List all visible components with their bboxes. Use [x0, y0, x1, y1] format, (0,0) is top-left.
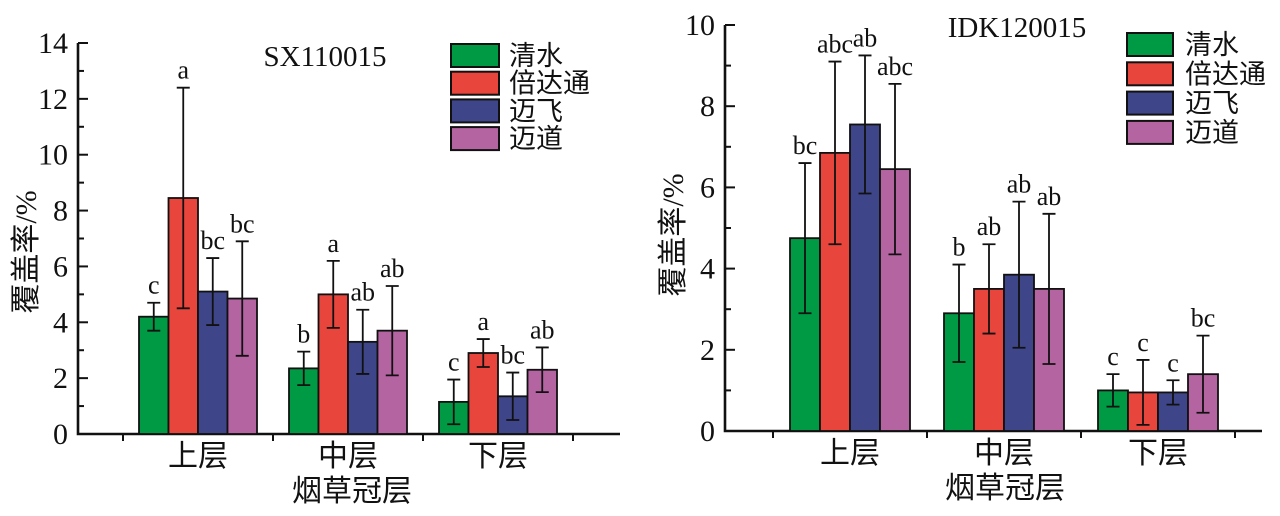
legend-label: 迈飞	[1185, 89, 1239, 119]
legend-label: 迈飞	[509, 96, 563, 126]
sig-letter: ab	[380, 254, 405, 283]
category-label: 上层	[820, 437, 880, 470]
sig-letter: a	[327, 229, 339, 258]
sig-letter: b	[297, 320, 310, 349]
error-bar	[888, 82, 902, 256]
error-bar	[176, 86, 190, 310]
sig-letter: bc	[1191, 304, 1216, 333]
error-bar	[1136, 359, 1150, 426]
axis-title-y: 覆盖率/%	[657, 173, 690, 296]
error-bar	[235, 240, 249, 357]
y-tick-label: 10	[38, 139, 68, 172]
category-label: 中层	[974, 437, 1034, 470]
sig-letter: bc	[230, 209, 255, 238]
legend-label: 迈道	[509, 124, 563, 154]
y-tick-label: 4	[53, 306, 68, 339]
sig-letter: abc	[817, 30, 853, 59]
legend-swatch	[450, 70, 500, 96]
sig-letter: c	[448, 348, 460, 377]
category-label: 下层	[1128, 437, 1188, 470]
axes-frame	[723, 25, 1262, 433]
error-bar	[828, 60, 842, 246]
error-bar	[206, 257, 220, 326]
y-tick-label: 6	[700, 171, 715, 204]
y-tick-label: 0	[700, 415, 715, 448]
legend-swatch	[1126, 61, 1174, 87]
sig-letter: bc	[200, 226, 225, 255]
legend-swatch	[1126, 32, 1174, 57]
sig-letter: a	[477, 307, 489, 336]
error-bar	[535, 346, 549, 394]
category-label: 下层	[468, 440, 528, 473]
y-tick-label: 0	[53, 418, 68, 451]
error-bar	[1196, 334, 1210, 414]
error-bar	[297, 350, 311, 387]
axis-title-y: 覆盖率/%	[10, 190, 43, 313]
category-label: 中层	[318, 440, 378, 473]
error-bar	[1166, 379, 1180, 406]
legend-label: 迈道	[1185, 118, 1239, 148]
legend-swatch	[1126, 90, 1174, 116]
legend-swatch	[1126, 119, 1174, 145]
bar	[138, 315, 170, 435]
chart-title: SX110015	[264, 41, 387, 73]
legend-label: 倍达通	[1185, 59, 1266, 89]
error-bar	[147, 301, 161, 332]
sig-letter: ab	[1007, 170, 1032, 199]
error-bar	[476, 338, 490, 368]
error-bar	[798, 162, 812, 315]
sig-letter: bc	[500, 341, 525, 370]
y-tick-label: 2	[53, 362, 68, 395]
legend-swatch	[450, 43, 500, 68]
sig-letter: a	[177, 56, 189, 85]
y-tick-label: 6	[53, 250, 68, 283]
legend-swatch	[450, 98, 500, 124]
error-bar	[952, 263, 966, 363]
y-tick-label: 14	[38, 27, 68, 60]
axis-title-x: 烟草冠层	[292, 475, 412, 508]
sig-letter: ab	[853, 23, 878, 52]
sig-letter: b	[953, 233, 966, 262]
legend-swatch	[450, 126, 500, 152]
error-bar	[385, 285, 399, 377]
y-tick-label: 2	[700, 334, 715, 367]
axis-title-x: 烟草冠层	[945, 472, 1065, 505]
y-tick-label: 10	[685, 9, 715, 42]
sig-letter: abc	[877, 52, 913, 81]
sig-letter: ab	[1037, 182, 1062, 211]
y-tick-label: 12	[38, 83, 68, 116]
error-bar	[506, 371, 520, 421]
sig-letter: ab	[977, 212, 1002, 241]
legend-label: 清水	[1185, 30, 1239, 60]
error-bar	[982, 243, 996, 335]
sig-letter: c	[1137, 328, 1149, 357]
error-bar	[858, 54, 872, 195]
error-bar	[1012, 200, 1026, 349]
error-bar	[1042, 212, 1056, 365]
error-bar	[356, 308, 370, 375]
sig-letter: c	[1167, 348, 1179, 377]
y-tick-label: 8	[700, 90, 715, 123]
error-bar	[1106, 373, 1120, 408]
y-tick-label: 4	[700, 253, 715, 286]
category-label: 上层	[168, 440, 228, 473]
sig-letter: c	[1107, 342, 1119, 371]
sig-letter: ab	[530, 315, 555, 344]
legend-label: 倍达通	[509, 69, 590, 99]
legend-label: 清水	[509, 41, 563, 71]
sig-letter: ab	[350, 278, 375, 307]
chart-title: IDK120015	[948, 12, 1087, 44]
sig-letter: c	[148, 271, 160, 300]
y-tick-label: 8	[53, 195, 68, 228]
sig-letter: bc	[793, 131, 818, 160]
error-bar	[326, 259, 340, 329]
error-bar	[447, 378, 461, 426]
